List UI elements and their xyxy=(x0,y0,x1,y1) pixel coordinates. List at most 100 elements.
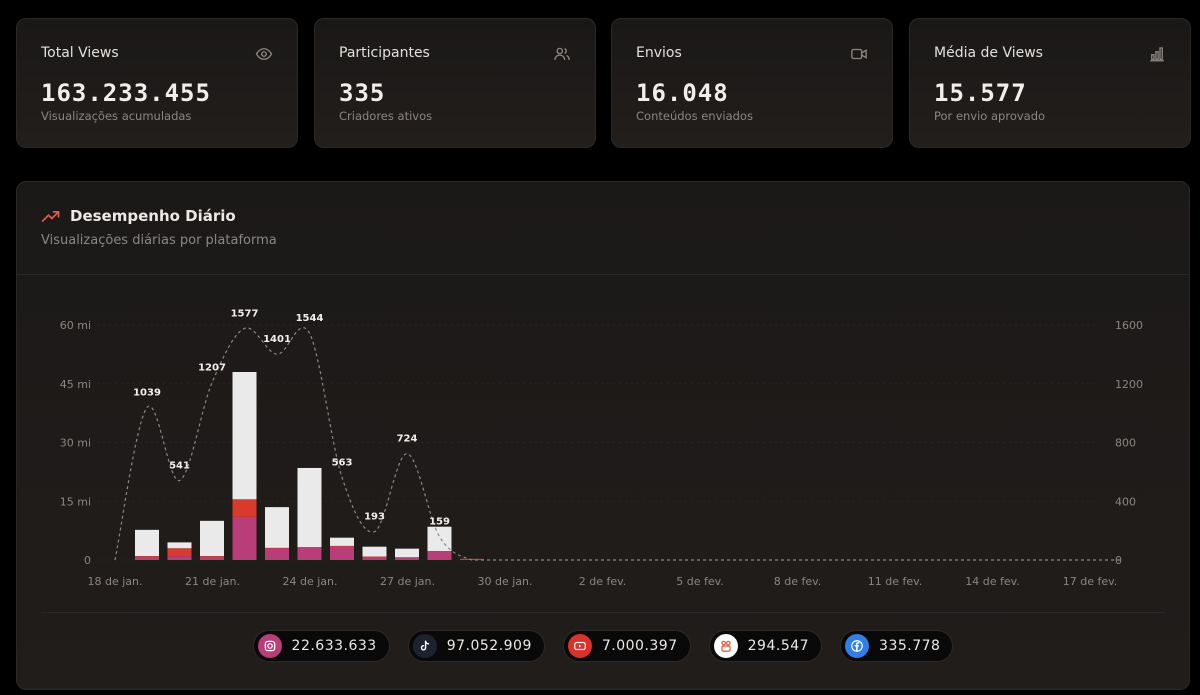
stat-card-total-views: Total Views 163.233.455 Visualizações ac… xyxy=(16,18,298,148)
x-tick-label: 2 de fev. xyxy=(579,575,627,588)
youtube-icon xyxy=(567,634,592,658)
daily-count-line xyxy=(114,327,1122,561)
y-right-tick-label: 800 xyxy=(1115,437,1136,450)
bar-chart-icon xyxy=(1150,47,1164,62)
line-data-label: 541 xyxy=(169,461,190,472)
bar-segment-instagram xyxy=(167,556,192,560)
legend-tiktok[interactable]: 97.052.909 xyxy=(407,630,545,662)
tiktok-icon xyxy=(412,634,437,658)
x-tick-label: 11 de fev. xyxy=(868,575,923,588)
bar-segment-tiktok xyxy=(265,507,289,548)
users-icon xyxy=(554,47,570,61)
legend-kwai[interactable]: 294.547 xyxy=(708,630,823,662)
bar-segment-tiktok xyxy=(330,537,354,546)
stat-title: Participantes xyxy=(339,45,430,61)
x-tick-label: 17 de fev. xyxy=(1063,575,1118,588)
bar-segment-instagram xyxy=(395,557,419,560)
daily-performance-panel: Desempenho Diário Visualizações diárias … xyxy=(16,181,1190,690)
line-data-label: 193 xyxy=(364,512,385,523)
bar-segment-instagram xyxy=(330,546,354,560)
video-icon xyxy=(851,48,867,60)
line-data-label: 724 xyxy=(397,434,418,445)
bar-segment-youtube xyxy=(330,545,354,547)
panel-title: Desempenho Diário xyxy=(70,207,236,225)
trending-up-icon xyxy=(41,211,60,222)
kwai-icon xyxy=(713,634,738,658)
bar-segment-instagram xyxy=(297,547,322,560)
legend-value: 335.778 xyxy=(879,638,941,654)
instagram-icon xyxy=(257,634,282,658)
line-data-label: 1207 xyxy=(198,363,226,374)
legend-divider xyxy=(41,612,1165,613)
stat-subtitle: Visualizações acumuladas xyxy=(41,109,192,123)
y-right-tick-label: 400 xyxy=(1115,495,1136,508)
line-data-label: 1544 xyxy=(296,313,324,324)
header-divider xyxy=(17,274,1189,275)
stat-card-participantes: Participantes 335 Criadores ativos xyxy=(314,18,596,148)
stat-value: 15.577 xyxy=(934,79,1027,107)
facebook-icon xyxy=(845,634,870,658)
bar-segment-tiktok xyxy=(232,372,257,500)
line-data-label: 1039 xyxy=(133,387,161,398)
line-data-label: 159 xyxy=(429,517,450,528)
legend-value: 7.000.397 xyxy=(601,638,678,654)
stat-subtitle: Conteúdos enviados xyxy=(636,109,753,123)
y-left-tick-label: 60 mi xyxy=(60,319,91,332)
bar-segment-instagram xyxy=(200,556,224,560)
bar-segment-tiktok xyxy=(200,520,224,557)
stat-title: Média de Views xyxy=(934,45,1043,61)
platform-legend: 22.633.633 97.052.909 7.000.397 294.547 … xyxy=(17,630,1189,662)
line-data-label: 1401 xyxy=(263,334,291,345)
x-tick-label: 14 de fev. xyxy=(965,575,1020,588)
legend-instagram[interactable]: 22.633.633 xyxy=(252,630,390,662)
legend-value: 294.547 xyxy=(747,638,810,654)
x-tick-label: 30 de jan. xyxy=(477,575,532,588)
bar-segment-youtube xyxy=(427,550,452,552)
bar-segment-youtube xyxy=(460,558,484,560)
line-data-label: 1577 xyxy=(231,308,259,319)
x-tick-label: 27 de jan. xyxy=(380,575,435,588)
stat-value: 335 xyxy=(339,79,386,107)
y-right-tick-label: 1200 xyxy=(1115,378,1143,391)
bar-segment-youtube xyxy=(362,556,387,558)
bar-segment-tiktok xyxy=(427,526,452,551)
y-right-tick-label: 1600 xyxy=(1115,319,1143,332)
legend-value: 97.052.909 xyxy=(446,638,532,654)
y-left-tick-label: 45 mi xyxy=(60,378,91,391)
bar-segment-youtube xyxy=(395,557,419,558)
bar-segment-instagram xyxy=(232,516,257,560)
bar-segment-youtube xyxy=(200,556,224,557)
y-left-tick-label: 30 mi xyxy=(60,437,91,450)
stat-card-media-views: Média de Views 15.577 Por envio aprovado xyxy=(909,18,1191,148)
bar-segment-tiktok xyxy=(395,548,419,558)
stat-title: Envios xyxy=(636,45,682,61)
bar-segment-instagram xyxy=(265,548,289,560)
stat-title: Total Views xyxy=(41,45,119,61)
stat-subtitle: Criadores ativos xyxy=(339,109,433,123)
x-tick-label: 21 de jan. xyxy=(185,575,240,588)
eye-icon xyxy=(255,48,273,60)
x-tick-label: 24 de jan. xyxy=(282,575,337,588)
bar-segment-youtube xyxy=(135,556,159,557)
x-tick-label: 18 de jan. xyxy=(87,575,142,588)
bar-segment-youtube xyxy=(167,548,192,557)
bar-segment-instagram xyxy=(362,556,387,560)
bar-segment-youtube xyxy=(265,547,289,549)
bar-segment-instagram xyxy=(135,556,159,560)
legend-youtube[interactable]: 7.000.397 xyxy=(562,630,691,662)
legend-value: 22.633.633 xyxy=(291,638,377,654)
bar-segment-youtube xyxy=(232,499,257,517)
bar-segment-youtube xyxy=(297,547,322,548)
x-tick-label: 5 de fev. xyxy=(676,575,724,588)
bar-segment-tiktok xyxy=(135,529,159,557)
stat-value: 16.048 xyxy=(636,79,729,107)
line-data-label: 563 xyxy=(332,457,353,468)
bar-segment-instagram xyxy=(427,551,452,560)
stat-value: 163.233.455 xyxy=(41,79,211,107)
legend-facebook[interactable]: 335.778 xyxy=(840,630,954,662)
y-left-tick-label: 15 mi xyxy=(60,495,91,508)
x-tick-label: 8 de fev. xyxy=(774,575,822,588)
bar-segment-tiktok xyxy=(297,467,322,548)
stat-subtitle: Por envio aprovado xyxy=(934,109,1046,123)
